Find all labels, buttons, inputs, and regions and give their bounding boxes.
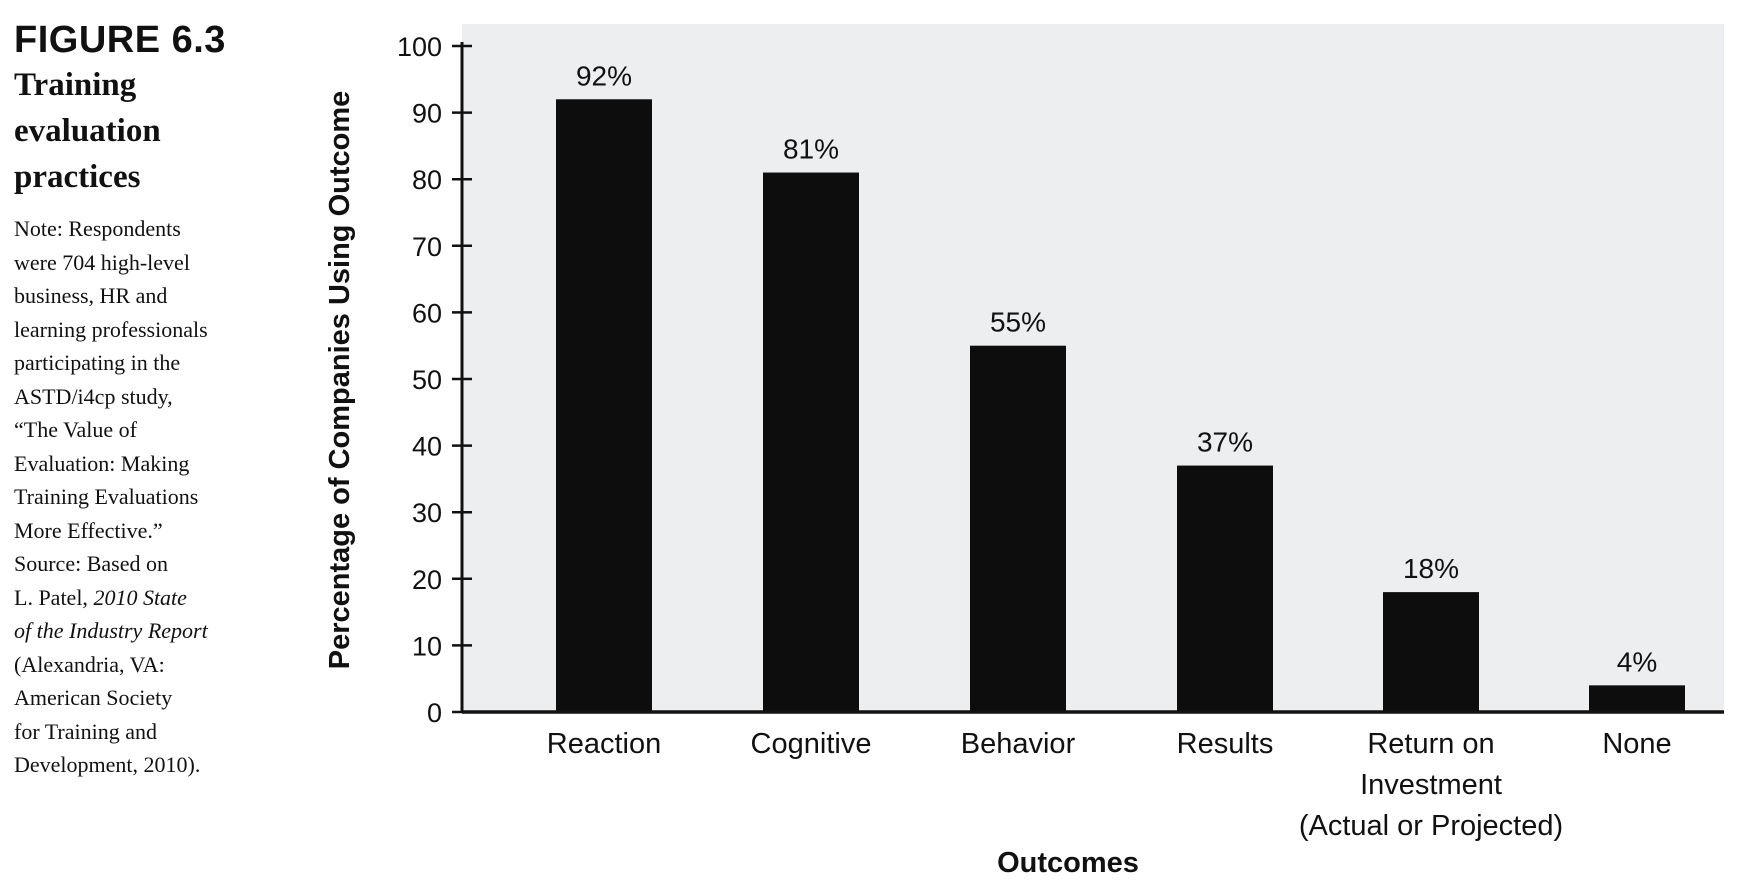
bar-3	[1177, 465, 1273, 712]
note-line: ASTD/i4cp study,	[14, 383, 173, 409]
note-text: L. Patel,	[14, 584, 94, 610]
y-tick-label-20: 20	[412, 565, 442, 595]
x-category-label-3: Results	[1177, 728, 1274, 760]
note-line: Source: Based on	[14, 551, 168, 576]
bar-2	[970, 345, 1066, 712]
note-line: L. Patel, 2010 State	[14, 581, 264, 615]
plot-background	[462, 24, 1724, 712]
x-category-label-1: Cognitive	[751, 728, 872, 760]
y-tick-label-70: 70	[412, 232, 442, 262]
bar-1	[763, 172, 859, 713]
note-line: Note: Respondents	[14, 216, 181, 241]
data-label-1: 81%	[783, 134, 839, 165]
note-line: learning professionals	[14, 316, 208, 342]
figure-title-line: practices	[14, 159, 141, 195]
note-line: Development, 2010).	[14, 752, 201, 777]
bar-4	[1383, 592, 1479, 712]
axes	[452, 42, 1724, 714]
bar-5	[1589, 685, 1685, 712]
note-italic-text: 2010 State	[93, 584, 187, 610]
figure-caption: FIGURE 6.3 Training evaluation practices…	[14, 18, 264, 782]
note-line: business, HR and	[14, 283, 168, 308]
bars	[556, 99, 1685, 713]
note-line: for Training and	[14, 718, 157, 744]
note-italic-text: of the Industry Report	[14, 618, 208, 643]
figure-note: Note: Respondents were 704 high-level bu…	[14, 212, 264, 782]
y-tick-label-60: 60	[412, 298, 442, 328]
note-line: of the Industry Report	[14, 614, 264, 648]
figure-number: FIGURE 6.3	[14, 19, 226, 61]
x-category-label-line: Investment	[1360, 769, 1502, 801]
x-category-label-4: Return on Investment (Actual or Projected)	[1299, 728, 1563, 842]
x-category-label-2: Behavior	[961, 728, 1076, 760]
x-category-label-line: Behavior	[961, 728, 1076, 760]
data-label-0: 92%	[576, 60, 632, 91]
y-tick-label-50: 50	[412, 365, 442, 395]
data-label-3: 37%	[1197, 427, 1253, 458]
labels: 92% 81% 55% 37% 18% 4% 0 10 20 30 40 50 60 70 80 90 100 R…	[324, 32, 1672, 879]
note-line: participating in the	[14, 350, 181, 375]
note-line: More Effective.”	[14, 517, 163, 543]
y-tick-label-10: 10	[412, 631, 442, 661]
x-category-label-line: Return on	[1367, 728, 1494, 760]
figure-title-line: evaluation	[14, 113, 161, 149]
note-line: “The Value of	[14, 417, 137, 442]
y-tick-label-100: 100	[397, 32, 442, 62]
x-category-label-line: Cognitive	[751, 728, 872, 760]
x-category-label-5: None	[1602, 728, 1671, 760]
x-category-label-line: Results	[1177, 728, 1274, 760]
data-label-5: 4%	[1617, 646, 1657, 677]
note-line: Evaluation: Making	[14, 450, 190, 476]
y-tick-label-0: 0	[427, 698, 442, 728]
y-tick-label-30: 30	[412, 498, 442, 528]
y-axis-title: Percentage of Companies Using Outcome	[324, 91, 356, 670]
figure-title: Training evaluation practices	[14, 62, 264, 200]
x-category-label-line: Reaction	[547, 728, 661, 760]
bar-0	[556, 99, 652, 712]
figure-title-line: Training	[14, 67, 137, 103]
y-tick-label-90: 90	[412, 99, 442, 129]
x-axis-title: Outcomes	[997, 847, 1139, 879]
note-line: American Society	[14, 685, 173, 710]
note-line: (Alexandria, VA:	[14, 651, 165, 677]
x-category-label-line: None	[1602, 728, 1671, 760]
note-line: were 704 high-level	[14, 249, 190, 275]
y-tick-label-40: 40	[412, 432, 442, 462]
x-category-label-line: (Actual or Projected)	[1299, 810, 1563, 842]
y-tick-label-80: 80	[412, 165, 442, 195]
data-label-2: 55%	[990, 307, 1046, 338]
data-label-4: 18%	[1403, 553, 1459, 584]
note-line: Training Evaluations	[14, 484, 199, 509]
x-category-label-0: Reaction	[547, 728, 661, 760]
